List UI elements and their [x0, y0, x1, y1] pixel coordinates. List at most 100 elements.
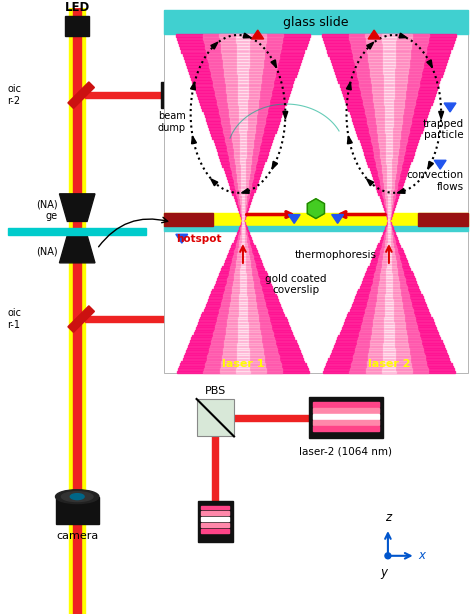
- Bar: [161, 82, 183, 108]
- Bar: [222, 353, 264, 356]
- Polygon shape: [243, 33, 251, 38]
- Bar: [236, 34, 250, 37]
- Bar: [232, 133, 254, 136]
- Bar: [374, 179, 404, 182]
- Bar: [359, 332, 419, 335]
- Bar: [231, 130, 255, 133]
- Bar: [376, 266, 401, 268]
- Bar: [370, 343, 408, 345]
- Circle shape: [385, 553, 391, 559]
- Bar: [187, 65, 299, 68]
- Bar: [242, 238, 244, 240]
- Bar: [383, 240, 395, 243]
- Bar: [220, 117, 265, 120]
- Bar: [386, 201, 392, 204]
- Bar: [177, 371, 309, 373]
- Bar: [242, 216, 244, 219]
- Bar: [383, 47, 395, 50]
- Bar: [345, 319, 433, 322]
- Bar: [186, 350, 300, 353]
- Bar: [328, 50, 450, 53]
- Bar: [384, 322, 393, 325]
- Bar: [225, 260, 261, 263]
- Bar: [68, 82, 94, 109]
- Bar: [383, 53, 395, 56]
- Bar: [215, 90, 271, 93]
- Bar: [376, 299, 401, 301]
- Bar: [241, 260, 245, 263]
- Bar: [382, 260, 395, 263]
- Bar: [365, 309, 412, 312]
- Bar: [380, 195, 398, 198]
- Bar: [241, 247, 245, 251]
- Bar: [373, 146, 405, 149]
- Bar: [384, 188, 393, 192]
- Bar: [209, 62, 277, 65]
- Bar: [372, 90, 405, 93]
- Bar: [164, 212, 468, 227]
- Bar: [227, 325, 259, 327]
- Bar: [383, 173, 395, 176]
- Bar: [351, 114, 427, 117]
- Bar: [387, 192, 390, 195]
- Bar: [388, 222, 390, 225]
- Bar: [211, 291, 274, 294]
- Bar: [230, 164, 255, 167]
- Bar: [379, 255, 399, 258]
- Bar: [216, 96, 270, 99]
- Bar: [239, 117, 247, 120]
- Bar: [238, 332, 248, 335]
- Bar: [372, 330, 406, 332]
- Bar: [351, 365, 427, 368]
- Bar: [239, 192, 247, 195]
- Bar: [229, 251, 257, 253]
- Ellipse shape: [62, 492, 93, 502]
- Bar: [385, 120, 392, 123]
- Bar: [240, 232, 246, 235]
- Bar: [387, 210, 391, 213]
- Bar: [215, 93, 271, 96]
- Bar: [238, 317, 247, 319]
- Bar: [387, 225, 391, 227]
- Bar: [238, 245, 247, 247]
- Bar: [220, 365, 265, 368]
- Bar: [387, 185, 391, 188]
- Bar: [237, 368, 249, 371]
- Bar: [225, 139, 261, 142]
- Bar: [238, 330, 248, 332]
- Bar: [241, 243, 244, 245]
- Bar: [235, 247, 251, 251]
- Bar: [223, 65, 263, 68]
- Bar: [366, 371, 412, 373]
- Bar: [363, 99, 415, 102]
- Bar: [239, 133, 246, 136]
- Bar: [228, 102, 258, 105]
- Bar: [387, 247, 391, 251]
- Bar: [349, 111, 428, 114]
- Bar: [322, 34, 456, 37]
- Text: oic
r-2: oic r-2: [7, 84, 21, 106]
- Bar: [383, 74, 394, 77]
- Bar: [179, 44, 307, 47]
- Bar: [236, 245, 250, 247]
- Bar: [207, 53, 279, 56]
- Bar: [242, 235, 244, 238]
- Bar: [207, 301, 279, 304]
- Bar: [224, 68, 262, 71]
- Bar: [209, 297, 277, 299]
- Bar: [370, 68, 408, 71]
- Bar: [192, 335, 293, 338]
- Polygon shape: [427, 60, 432, 68]
- Bar: [225, 338, 261, 340]
- Bar: [362, 146, 416, 149]
- Bar: [376, 161, 402, 164]
- Bar: [329, 356, 448, 358]
- Bar: [232, 170, 254, 173]
- Bar: [221, 301, 264, 304]
- Bar: [385, 301, 392, 304]
- Bar: [232, 136, 254, 139]
- Bar: [242, 219, 244, 222]
- Bar: [237, 37, 249, 40]
- Bar: [388, 216, 390, 219]
- Bar: [366, 368, 411, 371]
